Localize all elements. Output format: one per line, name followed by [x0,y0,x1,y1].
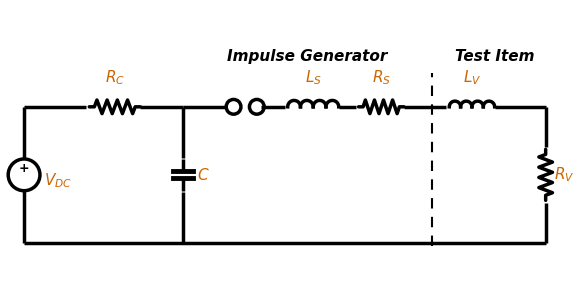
Text: $R_C$: $R_C$ [105,68,124,87]
Text: $L_V$: $L_V$ [463,68,481,87]
Text: $R_S$: $R_S$ [372,68,391,87]
Text: $C$: $C$ [197,167,210,183]
Text: +: + [19,161,30,175]
Text: $R_V$: $R_V$ [554,166,574,184]
Text: Impulse Generator: Impulse Generator [228,49,388,64]
Text: Test Item: Test Item [455,49,534,64]
Text: $V_{DC}$: $V_{DC}$ [44,171,72,190]
Text: $L_S$: $L_S$ [305,68,322,87]
